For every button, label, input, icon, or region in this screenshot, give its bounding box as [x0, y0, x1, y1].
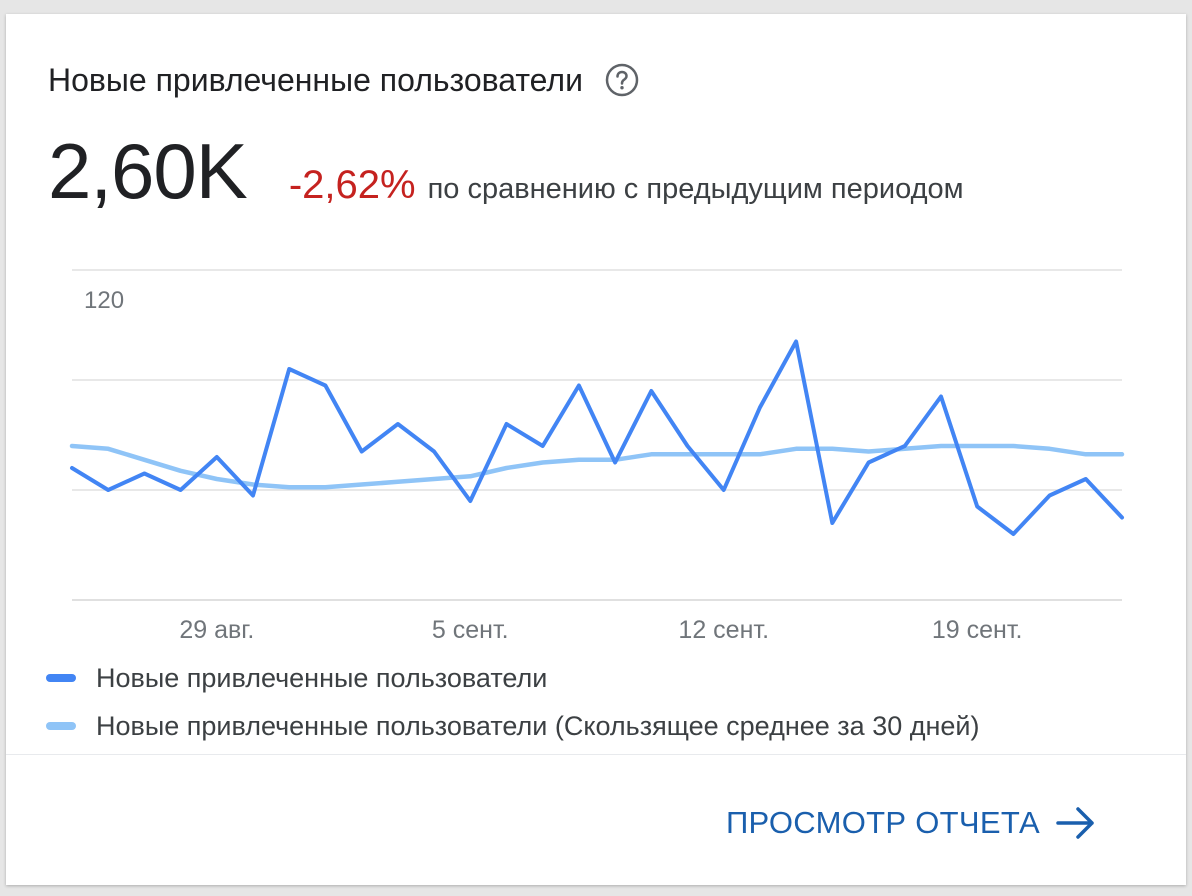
metric-value: 2,60K: [48, 127, 248, 215]
series-line-average: [69, 443, 1125, 490]
card-header: Новые привлеченные пользователи: [48, 60, 639, 100]
x-tick-label: 29 авг.: [179, 616, 254, 644]
legend-item-primary: Новые привлеченные пользователи: [46, 654, 980, 702]
line-chart: 120 29 авг. 5 сент. 12 сент. 19 сент.: [69, 269, 1125, 644]
analytics-card: Новые привлеченные пользователи 2,60K -2…: [6, 14, 1186, 885]
view-report-label: ПРОСМОТР ОТЧЕТА: [725, 805, 1040, 840]
legend-label-average: Новые привлеченные пользователи (Скользя…: [96, 710, 980, 741]
compare-text: по сравнению с предыдущим периодом: [427, 173, 964, 205]
x-tick-label: 12 сент.: [678, 616, 769, 644]
card-divider: [6, 754, 1186, 755]
view-report-link[interactable]: ПРОСМОТР ОТЧЕТА: [726, 800, 1098, 846]
x-tick-label: 19 сент.: [932, 616, 1023, 644]
y-tick-label: 120: [84, 287, 124, 314]
legend-label-primary: Новые привлеченные пользователи: [96, 662, 548, 693]
legend-item-average: Новые привлеченные пользователи (Скользя…: [46, 702, 980, 750]
legend-swatch-primary: [46, 674, 76, 682]
metric-row: 2,60K -2,62% по сравнению с предыдущим п…: [48, 126, 964, 216]
chart-legend: Новые привлеченные пользователи Новые пр…: [46, 654, 980, 750]
card-title: Новые привлеченные пользователи: [48, 61, 583, 98]
x-tick-label: 5 сент.: [432, 616, 509, 644]
help-circle-icon[interactable]: [605, 63, 639, 97]
delta-percent: -2,62%: [288, 163, 416, 207]
legend-swatch-average: [46, 722, 76, 730]
arrow-right-icon: [1056, 807, 1094, 839]
series-line-primary: [70, 339, 1124, 536]
